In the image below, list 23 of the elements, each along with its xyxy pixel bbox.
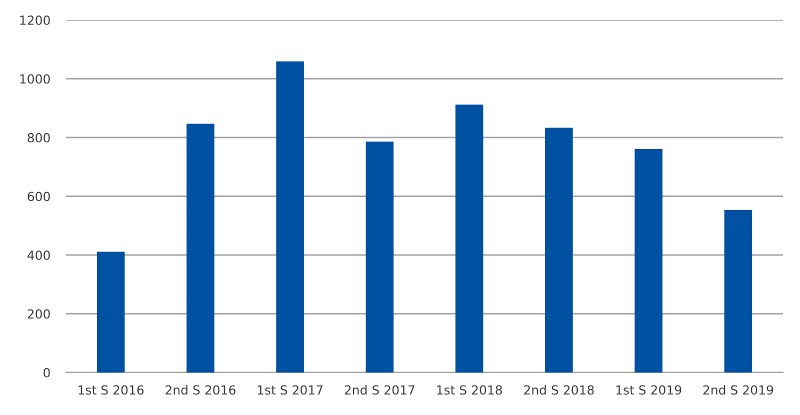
x-tick-label: 2nd S 2017 (344, 385, 414, 395)
x-tick-label: 2nd S 2016 (166, 385, 236, 395)
bar (276, 61, 304, 372)
y-tick-label: 400 (27, 250, 50, 260)
y-tick-label: 1200 (20, 15, 50, 25)
y-tick-label: 800 (28, 132, 50, 142)
x-tick-label: 1st S 2018 (437, 385, 502, 395)
x-tick-label: 1st S 2017 (258, 385, 323, 395)
bar (455, 104, 484, 372)
x-tick-label: 1st S 2019 (616, 385, 682, 395)
y-tick-label: 600 (28, 192, 50, 202)
y-tick-label: 200 (28, 309, 50, 319)
y-tick-label: 0 (44, 368, 50, 378)
bar (634, 148, 662, 372)
x-tick-label: 2nd S 2019 (703, 385, 774, 395)
bar (545, 128, 573, 372)
x-tick-label: 1st S 2016 (78, 385, 144, 395)
bar (366, 142, 394, 372)
bar (724, 210, 752, 372)
x-tick-label: 2nd S 2018 (524, 385, 594, 395)
y-tick-label: 1000 (20, 74, 50, 84)
bar (96, 252, 125, 372)
bar (186, 124, 214, 372)
